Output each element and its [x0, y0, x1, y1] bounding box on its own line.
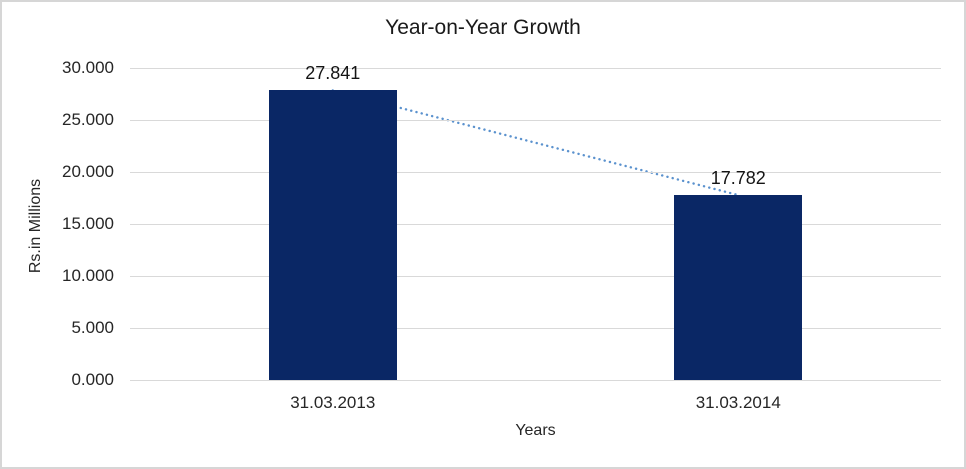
gridline: [130, 379, 941, 381]
y-tick-label: 20.000: [62, 162, 114, 181]
gridline: [130, 119, 941, 121]
x-category-label: 31.03.2014: [695, 393, 781, 412]
y-tick-label: 25.000: [62, 110, 114, 129]
chart-title: Year-on-Year Growth: [385, 16, 581, 39]
y-tick-label: 0.000: [71, 370, 114, 389]
bar: [268, 90, 397, 380]
y-tick-label: 10.000: [62, 266, 114, 285]
bar: [674, 195, 803, 380]
y-tick-label: 15.000: [62, 214, 114, 233]
gridline: [130, 327, 941, 329]
bar-data-label: 27.841: [305, 63, 361, 84]
trendline: [331, 89, 740, 197]
y-tick-label: 30.000: [62, 58, 114, 77]
gridline: [130, 223, 941, 225]
gridline: [130, 67, 941, 69]
x-category-label: 31.03.2013: [290, 393, 376, 412]
y-tick-label: 5.000: [71, 318, 114, 337]
gridline: [130, 275, 941, 277]
x-axis-title: Years: [515, 422, 556, 439]
gridline: [130, 171, 941, 173]
bar-data-label: 17.782: [710, 168, 766, 189]
